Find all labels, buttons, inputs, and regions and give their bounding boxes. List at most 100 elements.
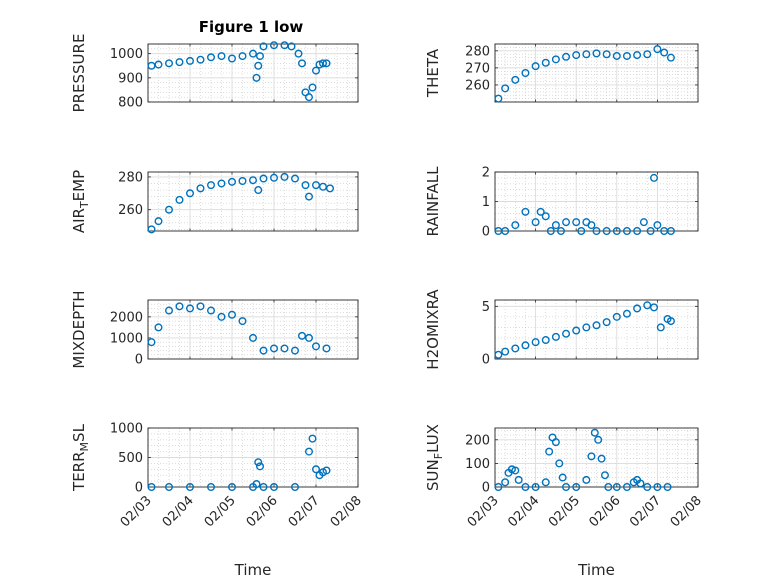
data-point bbox=[227, 54, 236, 63]
data-point bbox=[521, 207, 530, 216]
y-tick-label: 270 bbox=[465, 61, 490, 76]
y-axis-label-subscript: M bbox=[78, 442, 91, 452]
data-point bbox=[312, 465, 321, 474]
y-tick-label: 1 bbox=[482, 195, 490, 210]
data-point bbox=[254, 458, 263, 467]
data-point bbox=[501, 347, 510, 356]
data-point bbox=[602, 318, 611, 327]
data-point bbox=[587, 221, 596, 230]
y-axis-label: RAINFALL bbox=[424, 166, 442, 237]
data-point bbox=[256, 52, 265, 61]
data-point bbox=[546, 226, 555, 235]
subplot-mixdepth: 0 1000 2000 MIXDEPTH bbox=[70, 290, 359, 369]
data-point bbox=[175, 58, 184, 67]
data-point bbox=[587, 452, 596, 461]
data-point bbox=[501, 84, 510, 93]
y-axis-label-part: SL bbox=[70, 423, 88, 442]
subplot-pressure: 800 900 1000 PRESSURE bbox=[70, 34, 359, 112]
data-point bbox=[312, 181, 321, 190]
figure-title: Figure 1 low bbox=[199, 18, 304, 36]
data-point bbox=[633, 226, 642, 235]
data-point bbox=[298, 331, 307, 340]
data-point bbox=[643, 483, 652, 492]
y-axis-label-part: TERR bbox=[70, 451, 88, 492]
data-point bbox=[636, 479, 645, 488]
data-point bbox=[666, 226, 675, 235]
y-axis-label-part: EMP bbox=[70, 170, 88, 201]
data-point bbox=[653, 45, 662, 54]
data-point bbox=[270, 344, 279, 353]
data-point bbox=[280, 344, 289, 353]
data-point bbox=[254, 186, 263, 195]
data-point bbox=[582, 475, 591, 484]
data-point bbox=[238, 317, 247, 326]
y-axis-label: TERRMSL bbox=[70, 423, 91, 492]
data-point bbox=[577, 226, 586, 235]
data-point bbox=[582, 323, 591, 332]
data-point bbox=[545, 447, 554, 456]
y-tick-label: 100 bbox=[465, 457, 490, 472]
data-point bbox=[291, 174, 300, 183]
data-point bbox=[294, 49, 303, 58]
y-tick-label: 260 bbox=[465, 78, 490, 93]
y-tick-label: 2000 bbox=[110, 310, 143, 325]
data-point bbox=[602, 226, 611, 235]
data-point bbox=[666, 317, 675, 326]
data-point bbox=[248, 176, 257, 185]
axes-box bbox=[494, 427, 699, 488]
data-point bbox=[270, 173, 279, 182]
subplot-air-temp: 260 280 AIRTEMP bbox=[70, 170, 359, 234]
data-point bbox=[562, 218, 571, 227]
y-tick-label: 900 bbox=[118, 71, 143, 86]
data-point bbox=[308, 83, 317, 92]
data-point bbox=[301, 181, 310, 190]
data-point bbox=[660, 48, 669, 57]
data-point bbox=[592, 226, 601, 235]
data-point bbox=[501, 226, 510, 235]
data-point bbox=[164, 306, 173, 315]
axes-box bbox=[147, 299, 359, 360]
data-point bbox=[252, 480, 261, 489]
data-point bbox=[612, 312, 621, 321]
data-point bbox=[206, 53, 215, 62]
data-point bbox=[175, 195, 184, 204]
data-point bbox=[164, 205, 173, 214]
data-point bbox=[319, 182, 328, 191]
data-point bbox=[494, 350, 503, 359]
data-point bbox=[305, 192, 314, 201]
data-point bbox=[217, 312, 226, 321]
data-point bbox=[622, 309, 631, 318]
data-point bbox=[551, 55, 560, 64]
plot-area bbox=[495, 300, 698, 359]
data-point bbox=[164, 59, 173, 68]
data-point bbox=[572, 51, 581, 60]
data-point bbox=[185, 304, 194, 313]
data-point bbox=[256, 462, 265, 471]
y-axis-label: H2OMIXRA bbox=[424, 289, 442, 370]
y-tick-label: 0 bbox=[482, 353, 490, 368]
y-axis-label-subscript: T bbox=[78, 201, 91, 209]
data-point bbox=[227, 177, 236, 186]
data-point bbox=[291, 346, 300, 355]
data-point bbox=[511, 466, 520, 475]
data-point bbox=[196, 184, 205, 193]
data-point bbox=[562, 483, 571, 492]
data-point bbox=[501, 478, 510, 487]
y-axis-label-part: SUN bbox=[424, 459, 442, 491]
data-point bbox=[656, 323, 665, 332]
data-point bbox=[280, 172, 289, 181]
data-point bbox=[322, 344, 331, 353]
data-point bbox=[147, 483, 156, 492]
data-point bbox=[612, 226, 621, 235]
data-point bbox=[298, 59, 307, 68]
data-point bbox=[531, 483, 540, 492]
data-point bbox=[259, 346, 268, 355]
data-point bbox=[572, 326, 581, 335]
data-point bbox=[196, 302, 205, 311]
data-point bbox=[531, 338, 540, 347]
data-point bbox=[322, 59, 331, 68]
data-point bbox=[147, 225, 156, 234]
data-point bbox=[511, 75, 520, 84]
data-point bbox=[562, 52, 571, 61]
x-axis-label: Time bbox=[234, 561, 272, 579]
